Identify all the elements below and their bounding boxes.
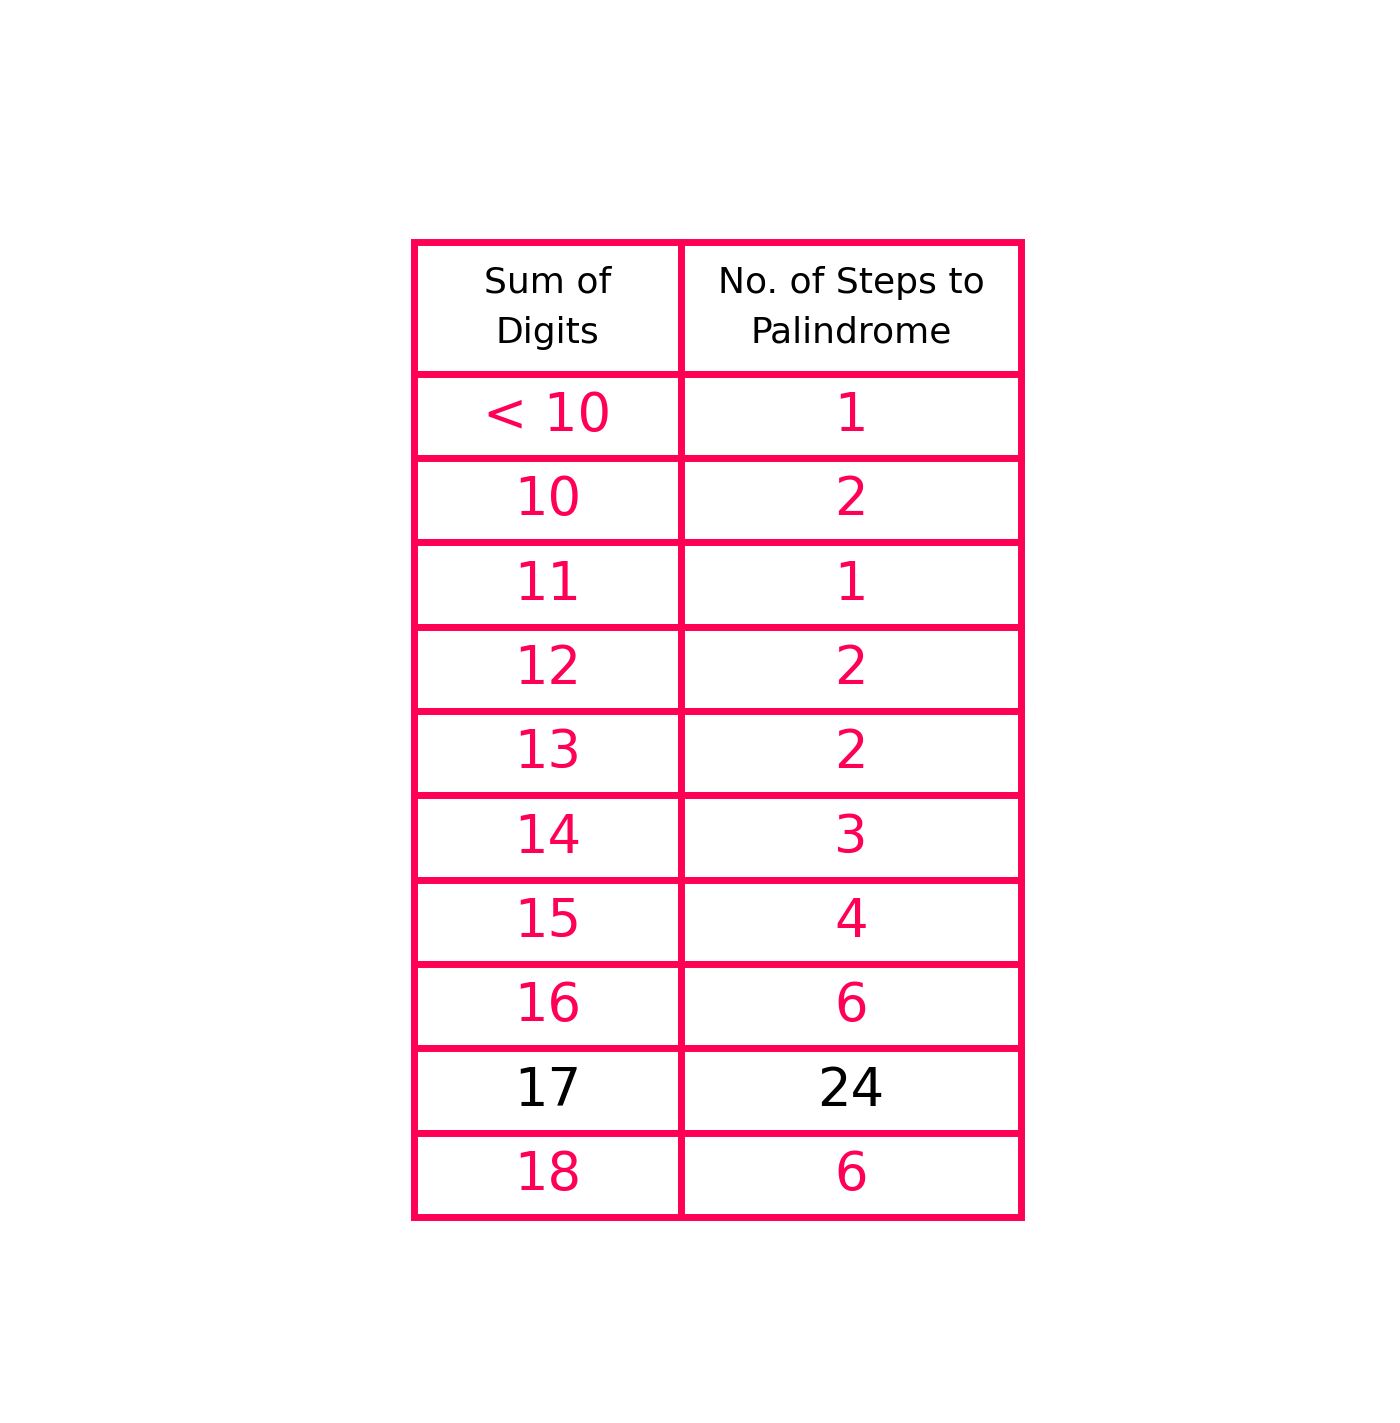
Bar bbox=[680, 879, 1022, 965]
Bar bbox=[414, 879, 680, 965]
Bar bbox=[680, 1049, 1022, 1133]
Text: 15: 15 bbox=[514, 896, 581, 948]
Bar bbox=[414, 795, 680, 879]
Text: 17: 17 bbox=[514, 1064, 581, 1117]
Text: 16: 16 bbox=[514, 980, 581, 1032]
Bar bbox=[680, 458, 1022, 542]
Text: 11: 11 bbox=[514, 558, 581, 610]
Text: 18: 18 bbox=[514, 1148, 581, 1201]
Text: 14: 14 bbox=[514, 811, 581, 864]
Bar bbox=[414, 242, 680, 374]
Bar bbox=[680, 1133, 1022, 1217]
Bar bbox=[680, 626, 1022, 712]
Text: 6: 6 bbox=[834, 1148, 868, 1201]
Text: 24: 24 bbox=[818, 1064, 885, 1117]
Text: 12: 12 bbox=[514, 643, 581, 694]
Text: 13: 13 bbox=[514, 727, 581, 780]
Text: No. of Steps to
Palindrome: No. of Steps to Palindrome bbox=[718, 266, 984, 350]
Text: 1: 1 bbox=[834, 390, 868, 441]
Text: 1: 1 bbox=[834, 558, 868, 610]
Bar bbox=[414, 1049, 680, 1133]
Bar bbox=[414, 374, 680, 458]
Text: 3: 3 bbox=[834, 811, 868, 864]
Bar bbox=[680, 965, 1022, 1049]
Bar bbox=[680, 374, 1022, 458]
Bar bbox=[414, 458, 680, 542]
Bar bbox=[680, 795, 1022, 879]
Bar bbox=[414, 965, 680, 1049]
Bar bbox=[414, 542, 680, 626]
Bar bbox=[414, 1133, 680, 1217]
Text: 6: 6 bbox=[834, 980, 868, 1032]
Text: 10: 10 bbox=[514, 474, 581, 527]
Bar bbox=[680, 242, 1022, 374]
Text: 2: 2 bbox=[834, 727, 868, 780]
Text: 2: 2 bbox=[834, 643, 868, 694]
Bar bbox=[680, 542, 1022, 626]
Text: 4: 4 bbox=[834, 896, 868, 948]
Bar bbox=[414, 626, 680, 712]
Bar bbox=[414, 712, 680, 795]
Text: Sum of
Digits: Sum of Digits bbox=[484, 266, 610, 350]
Bar bbox=[680, 712, 1022, 795]
Text: 2: 2 bbox=[834, 474, 868, 527]
Text: < 10: < 10 bbox=[483, 390, 612, 441]
